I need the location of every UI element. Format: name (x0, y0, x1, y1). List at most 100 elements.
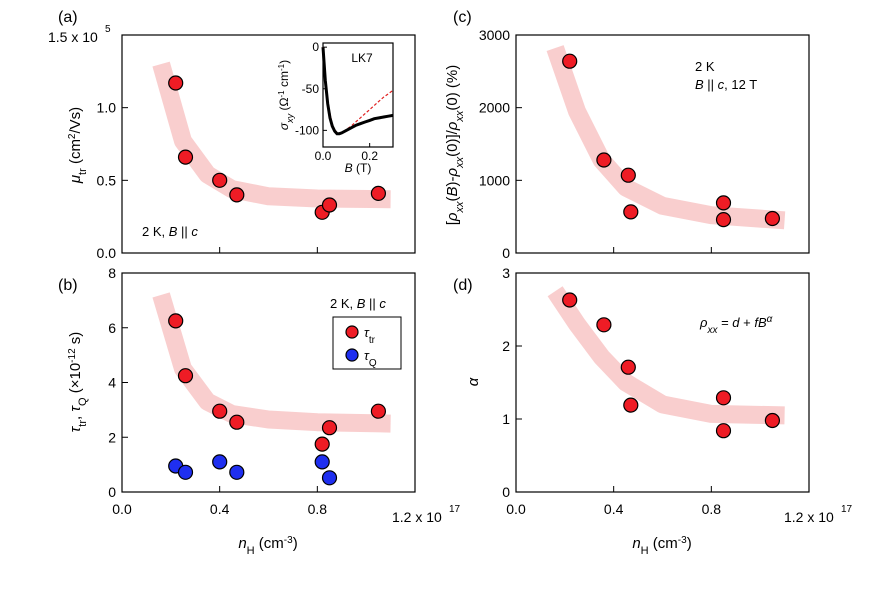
red-data-point (212, 403, 228, 419)
red-data-point (229, 187, 245, 203)
tau-q-point (177, 464, 194, 480)
panel-d-xlabel-sup: -3 (678, 535, 687, 546)
panel-d-letter: (d) (453, 277, 473, 294)
ytick-label: 2 (108, 429, 116, 445)
ytick-label: 1.0 (97, 100, 117, 116)
ytick-label: 1 (502, 411, 510, 427)
panel-b-annotation: 2 K, B || c (330, 296, 386, 311)
panel-b-xlabel: nH (cm-3) (238, 535, 297, 558)
red-data-point (623, 397, 639, 413)
red-data-point (715, 390, 732, 406)
ytick-label: 2 (502, 338, 510, 354)
red-data-point (229, 414, 245, 430)
panel-d-frame (515, 272, 810, 493)
panel-a-ytop-label: 1.5 x 10 5 (48, 24, 111, 45)
ytick-label: 3000 (479, 27, 510, 43)
panel-c-ylabel: [ρxx(B)-ρxx(0)]/ρxx(0) (%) (444, 65, 466, 225)
panel-c-band (546, 45, 786, 230)
panel-a-annotation: 2 K, B || c (142, 224, 198, 239)
panel-a: (a) 0.0 0.5 1.0 1.5 x 10 5 μtr (cm2/Vs) 2 … (48, 9, 416, 261)
red-data-point (321, 197, 338, 213)
panel-b-xlabel-sub: H (247, 545, 255, 557)
panel-d-xlabel-rest: (cm (649, 535, 678, 552)
xtick-label: 0.4 (210, 501, 230, 517)
panel-c-yticks: 0 1000 2000 3000 (479, 27, 810, 261)
panel-b-points (168, 313, 386, 486)
xtick-label: 0.0 (506, 501, 526, 517)
panel-b-ylabel: τtr, τQ (×10-12 s) (67, 332, 90, 433)
panel-a-ytop-exp: 5 (105, 24, 111, 35)
red-data-point (764, 210, 781, 227)
red-data-point (168, 313, 184, 329)
inset-ytick-label: -50 (302, 82, 320, 96)
panel-a-ylabel-sup: 2 (67, 133, 78, 139)
tau-q-point (229, 464, 245, 480)
panel-b-legend: τtr τQ (332, 316, 402, 370)
panel-d-xright-exp: 17 (841, 504, 853, 515)
red-data-point (562, 53, 578, 69)
guide-band (546, 45, 786, 230)
panel-a-ylabel-sub: tr (77, 168, 89, 175)
legend-marker-tau-q (345, 348, 359, 362)
guide-band (152, 61, 391, 209)
panel-d-ylabel: α (465, 377, 482, 386)
guide-band (547, 286, 785, 425)
legend-box (332, 316, 402, 370)
red-data-point (596, 317, 612, 333)
panel-b-xright-exp: 17 (449, 504, 461, 515)
legend-label-tau-q: τQ (364, 348, 377, 369)
inset-xtick-label: 0.2 (361, 149, 378, 163)
inset-ylabel: σxy (Ω-1 cm-1) (277, 60, 296, 130)
red-data-point (715, 195, 732, 211)
ytick-label: 0.0 (97, 245, 117, 261)
red-data-point (620, 359, 636, 375)
panel-a-letter: (a) (58, 9, 78, 26)
xtick-label: 0.0 (112, 501, 132, 517)
ytick-label: 1000 (479, 172, 510, 188)
panel-b-xright-text: 1.2 x 10 (392, 509, 442, 525)
inset-ytick-label: 0 (312, 40, 319, 54)
panel-d-points (562, 292, 781, 439)
panel-a-ytop-text: 1.5 x 10 (48, 29, 98, 45)
ytick-label: 2000 (479, 100, 510, 116)
red-data-point (177, 149, 194, 165)
panel-a-frame (121, 34, 416, 254)
panel-a-ylabel-main: μ (67, 175, 84, 184)
legend-label-tau-tr: τtr (364, 325, 376, 346)
panel-a-ylabel-end: /Vs) (67, 107, 84, 134)
panel-b-xticks: 0.0 0.4 0.8 (112, 486, 416, 517)
tau-q-point (314, 454, 330, 470)
red-data-point (764, 412, 781, 429)
panel-c-points (562, 53, 781, 228)
ytick-label: 0 (502, 484, 510, 500)
inset-chart: LK7 -100 -50 0 0.0 0.2 σxy (Ω-1 cm-1) B (T) (277, 40, 394, 175)
panel-c-annotation-line1: 2 K (695, 59, 715, 74)
panel-c-annotation-line2: B || c, 12 T (695, 77, 757, 92)
panel-d-xright-label: 1.2 x 10 17 (784, 504, 853, 525)
red-data-point (596, 152, 612, 168)
panel-a-points (168, 75, 386, 220)
panel-a-ylabel: μtr (cm2/Vs) (67, 107, 90, 184)
panel-b-xlabel-end: ) (293, 535, 298, 552)
red-data-point (168, 75, 184, 91)
xtick-label: 0.8 (308, 501, 328, 517)
xtick-label: 0.8 (702, 501, 722, 517)
panel-d-xticks: 0.0 0.4 0.8 (506, 486, 810, 517)
red-data-point (715, 212, 732, 228)
inset-ytick-label: -100 (295, 123, 319, 137)
red-data-point (370, 403, 386, 419)
panel-b-xlabel-main: n (238, 535, 246, 552)
panel-d-annotation: ρxx = d + fBα (699, 314, 773, 336)
inset-xlabel: B (T) (345, 161, 372, 175)
panel-b-letter: (b) (58, 277, 78, 294)
panel-b-xright-label: 1.2 x 10 17 (392, 504, 461, 525)
red-data-point (620, 167, 636, 183)
panel-d-xlabel-sub: H (641, 545, 649, 557)
red-data-point (314, 436, 330, 452)
panel-a-ylabel-rest: (cm (67, 139, 84, 168)
ytick-label: 0 (108, 484, 116, 500)
red-data-point (623, 204, 639, 220)
panel-d: (d) 0 1 2 3 0.0 0.4 0.8 1.2 x 10 17 nH (cm-3)… (453, 265, 853, 557)
panel-b-yticks: 0 2 4 6 8 (108, 265, 128, 500)
